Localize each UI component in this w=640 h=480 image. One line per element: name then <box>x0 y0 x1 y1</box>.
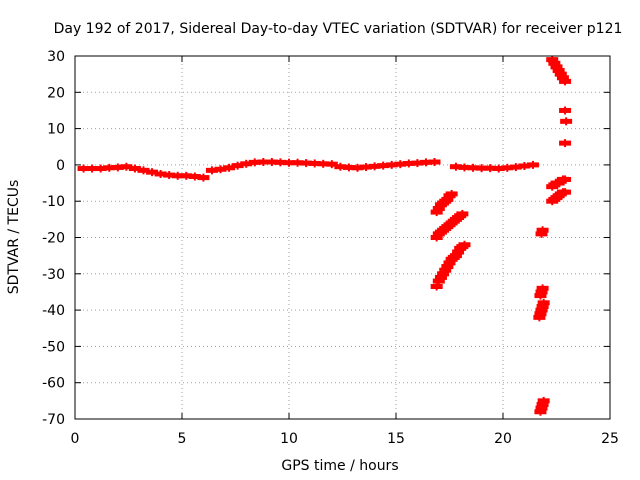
data-point <box>325 160 338 169</box>
data-point <box>456 209 469 218</box>
data-point <box>445 189 458 198</box>
data-point <box>526 160 539 169</box>
x-tick-label: 10 <box>280 431 298 447</box>
y-tick-label: 30 <box>47 49 65 65</box>
y-tick-label: -10 <box>42 194 65 210</box>
x-tick-label: 25 <box>601 431 619 447</box>
axis-ticks <box>74 55 611 420</box>
data-point <box>458 240 471 249</box>
data-point <box>430 282 443 291</box>
data-point <box>537 298 550 307</box>
y-tick-label: 20 <box>47 85 65 101</box>
x-tick-label: 15 <box>387 431 405 447</box>
data-points <box>77 55 573 416</box>
data-point <box>559 106 572 115</box>
data-point <box>537 396 550 405</box>
y-tick-label: 0 <box>56 158 65 174</box>
data-point <box>536 226 549 235</box>
y-tick-label: -20 <box>42 231 65 247</box>
chart-title: Day 192 of 2017, Sidereal Day-to-day VTE… <box>54 21 623 37</box>
x-tick-label: 0 <box>71 431 80 447</box>
data-point <box>536 284 549 293</box>
data-point <box>559 77 572 86</box>
data-point <box>560 117 573 126</box>
y-tick-label: -40 <box>42 303 65 319</box>
y-tick-label: -50 <box>42 339 65 355</box>
y-tick-labels: -70 -60 -50 -40 -30 -20 -10 0 10 20 30 <box>42 49 65 428</box>
grid <box>75 56 610 419</box>
y-tick-label: -60 <box>42 376 65 392</box>
data-point <box>428 157 441 166</box>
x-axis-label: GPS time / hours <box>281 458 398 474</box>
y-tick-label: -30 <box>42 267 65 283</box>
x-tick-label: 20 <box>494 431 512 447</box>
x-tick-labels: 0 5 10 15 20 25 <box>71 431 619 447</box>
data-point <box>559 139 572 148</box>
y-axis-label: SDTVAR / TECUs <box>6 180 22 295</box>
data-point <box>559 188 572 197</box>
x-tick-label: 5 <box>178 431 187 447</box>
y-tick-label: -70 <box>42 412 65 428</box>
data-point <box>559 175 572 184</box>
y-tick-label: 10 <box>47 122 65 138</box>
data-point <box>197 173 210 182</box>
